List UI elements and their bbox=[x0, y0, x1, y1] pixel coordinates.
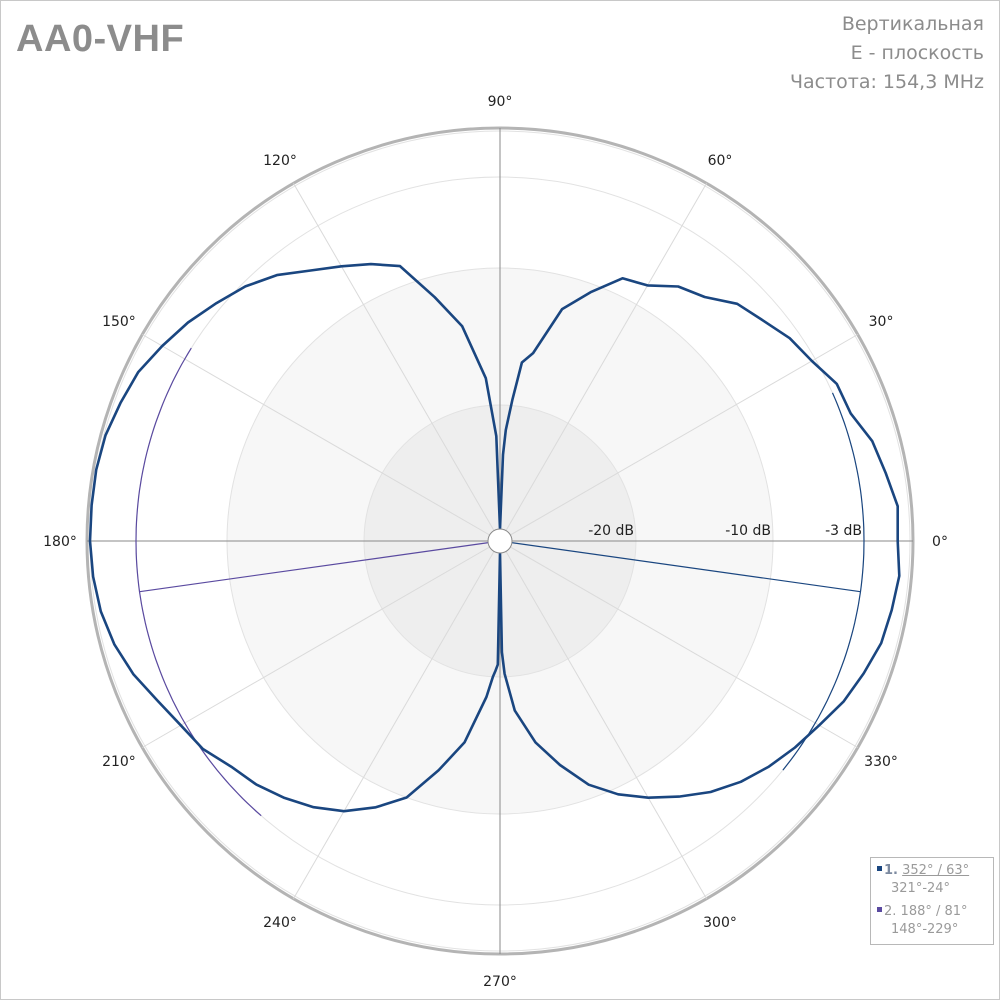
info-line-frequency: Частота: 154,3 MHz bbox=[789, 71, 984, 93]
angle-label-240: 240° bbox=[263, 915, 297, 931]
radial-label-m3: -3 dB bbox=[825, 523, 862, 539]
beam-direction-line-2 bbox=[139, 540, 501, 593]
spoke-60 bbox=[499, 183, 707, 542]
spoke-120 bbox=[293, 183, 501, 542]
angle-label-180: 180° bbox=[43, 534, 77, 550]
legend-main-2: 188° / 81° bbox=[900, 904, 968, 919]
spoke-30 bbox=[499, 334, 858, 542]
legend-entry-1: 1. 352° / 63° 321°-24° bbox=[877, 863, 970, 896]
spoke-330 bbox=[499, 540, 858, 748]
legend-entry-2: 2. 188° / 81° 148°-229° bbox=[877, 904, 968, 937]
angle-label-270: 270° bbox=[483, 974, 517, 990]
legend-main-1: 352° / 63° bbox=[902, 863, 970, 878]
legend-swatch-1 bbox=[877, 866, 882, 871]
spoke-240 bbox=[293, 540, 501, 899]
angle-label-90: 90° bbox=[488, 94, 513, 110]
center-hub bbox=[487, 528, 513, 554]
radial-label-m10: -10 dB bbox=[725, 523, 771, 539]
angle-label-150: 150° bbox=[102, 314, 136, 330]
info-line-polarization: Вертикальная bbox=[841, 13, 984, 35]
angle-label-0: 0° bbox=[932, 534, 948, 550]
legend-index-1: 1. bbox=[884, 863, 898, 878]
angle-label-330: 330° bbox=[864, 754, 898, 770]
spoke-150 bbox=[142, 334, 501, 542]
legend-range-2: 148°-229° bbox=[891, 922, 959, 937]
beam-arc-2 bbox=[135, 347, 262, 817]
beam-arc-1 bbox=[782, 392, 865, 771]
beam-direction-line-1 bbox=[499, 540, 861, 593]
legend: 1. 352° / 63° 321°-24° 2. 188° / 81° 148… bbox=[870, 857, 994, 945]
legend-range-1: 321°-24° bbox=[891, 881, 951, 896]
spoke-300 bbox=[499, 540, 707, 899]
angle-label-300: 300° bbox=[703, 915, 737, 931]
info-line-plane: E - плоскость bbox=[850, 42, 984, 64]
info-block: Вертикальная E - плоскость Частота: 154,… bbox=[790, 10, 984, 97]
angle-label-60: 60° bbox=[708, 153, 733, 169]
angle-label-210: 210° bbox=[102, 754, 136, 770]
spoke-210 bbox=[142, 540, 501, 748]
radial-label-m20: -20 dB bbox=[588, 523, 634, 539]
brand-title: AA0-VHF bbox=[16, 18, 185, 60]
legend-swatch-2 bbox=[877, 907, 882, 912]
legend-index-2: 2. bbox=[884, 904, 897, 919]
angle-label-120: 120° bbox=[263, 153, 297, 169]
angle-label-30: 30° bbox=[869, 314, 894, 330]
series-line-1 bbox=[88, 262, 901, 813]
